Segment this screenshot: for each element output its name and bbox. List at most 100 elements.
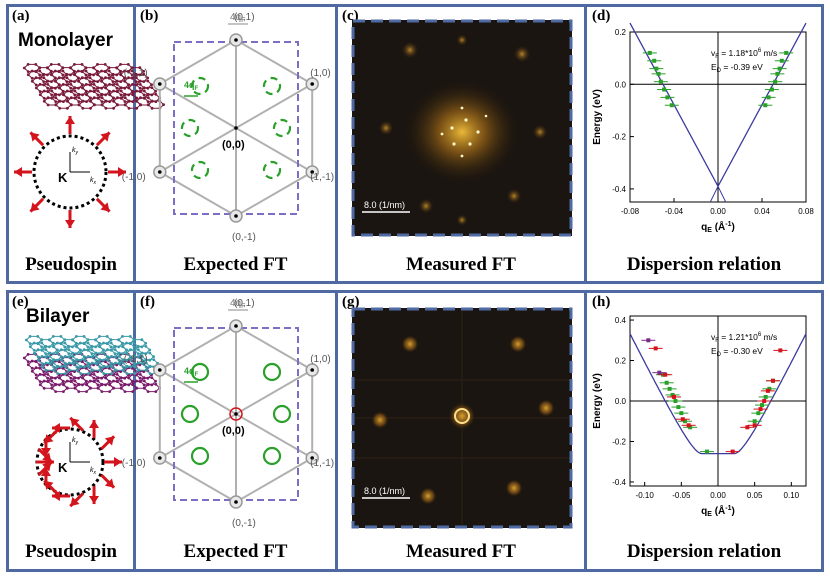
lattice-atom	[58, 86, 61, 90]
center-label: (0,0)	[222, 425, 245, 437]
lattice-atom	[34, 83, 38, 87]
lattice-atom	[73, 379, 77, 383]
lattice-atom	[119, 89, 123, 93]
data-point-red	[672, 394, 676, 399]
data-point-red	[686, 423, 691, 428]
lattice-atom	[73, 86, 77, 89]
pseudospin-arrow-head	[100, 132, 110, 142]
lattice-atom	[84, 73, 88, 77]
pseudospin-arrow-bi-head	[104, 478, 115, 488]
caption-g: Measured FT	[406, 541, 516, 562]
lattice-atom	[49, 63, 53, 66]
lattice-atom	[85, 390, 88, 393]
lattice-atom	[125, 351, 129, 355]
lattice-atom	[146, 100, 150, 103]
lattice-atom	[123, 69, 126, 73]
scattering-ring	[190, 446, 210, 466]
annotation-vf-sub: F	[715, 54, 719, 60]
lattice-atom	[63, 355, 67, 358]
lattice-atom	[115, 79, 119, 83]
lattice-atom	[75, 342, 78, 345]
lattice-atom	[107, 73, 111, 77]
lattice-atom	[78, 341, 82, 345]
lattice-atom	[98, 361, 102, 365]
lattice-atom	[133, 362, 136, 365]
x-tick-label: 0.08	[798, 207, 814, 216]
lattice-atom	[54, 100, 58, 103]
lattice-atom	[96, 70, 99, 73]
x-tick-label: 0.04	[754, 207, 770, 216]
data-point-green	[662, 87, 667, 92]
lattice-atom	[75, 368, 79, 372]
lattice-atom	[110, 355, 113, 358]
annotation-ed-sub: D	[717, 352, 722, 358]
lattice-atom	[125, 364, 129, 368]
lattice-atom	[73, 73, 76, 77]
lattice-atom	[127, 106, 131, 110]
lattice-atom	[85, 90, 88, 93]
dispersion-tail	[717, 186, 727, 203]
lattice-atom	[113, 352, 117, 355]
lattice-atom	[42, 96, 46, 100]
scattering-ring	[180, 404, 200, 424]
lattice-atom	[108, 93, 111, 97]
lattice-atom	[94, 338, 97, 342]
pseudospin-arrow-bi-head	[41, 448, 51, 456]
lattice-atom	[64, 365, 67, 369]
data-point-green	[676, 405, 681, 410]
lattice-atom	[135, 379, 138, 383]
lattice-atom	[142, 376, 146, 379]
data-point-green	[647, 50, 652, 55]
lattice-atom	[64, 372, 67, 375]
data-point-red	[653, 346, 658, 351]
lattice-atom	[127, 83, 130, 87]
lattice-atom	[127, 86, 131, 90]
lattice-atom	[131, 380, 134, 383]
lattice-atom	[148, 351, 152, 355]
y-tick-label: 0.4	[615, 316, 627, 325]
lattice-atom	[87, 362, 90, 365]
kx-label: kx	[90, 177, 97, 186]
lattice-atom	[148, 372, 152, 375]
lattice-atom	[94, 355, 98, 358]
annotation-ed-val: = -0.39 eV	[721, 62, 763, 72]
ky-label: ky	[72, 147, 79, 156]
lattice-atom	[133, 355, 136, 358]
lattice-atom	[30, 69, 34, 73]
lattice-atom	[96, 383, 100, 387]
lattice-atom	[96, 63, 99, 66]
lattice-atom	[38, 69, 42, 73]
lattice-atom	[80, 76, 84, 80]
lattice-atom	[26, 363, 30, 367]
center-label: (0,0)	[222, 139, 245, 151]
lattice-atom	[69, 83, 73, 86]
lattice-atom	[51, 335, 55, 338]
lattice-atom	[88, 72, 92, 76]
annotation-ed-sub: D	[717, 68, 722, 74]
lattice-atom	[121, 345, 125, 349]
lattice-atom	[98, 368, 102, 372]
lattice-point-label: (0,1)	[234, 12, 255, 23]
lattice-atom	[65, 80, 69, 83]
lattice-atom	[48, 351, 52, 355]
lattice-atom	[32, 348, 36, 352]
lattice-atom	[62, 93, 65, 97]
lattice-atom	[61, 69, 65, 73]
lattice-atom	[123, 390, 127, 393]
lattice-atom	[89, 96, 92, 100]
lattice-atom	[44, 344, 48, 348]
x-axis-label-sub: E	[707, 511, 712, 518]
x-tick-label: 0.00	[710, 207, 726, 216]
data-point-red	[680, 417, 685, 422]
spacing-label-green-sub: F	[195, 86, 199, 92]
lattice-atom	[146, 390, 150, 393]
lattice-atom	[59, 335, 63, 338]
lattice-atom	[67, 368, 71, 372]
lattice-atom	[138, 66, 142, 69]
lattice-atom	[108, 390, 111, 393]
lattice-atom	[67, 361, 71, 365]
lattice-atom	[91, 368, 94, 372]
lattice-atom	[77, 96, 81, 100]
lattice-atom	[152, 355, 156, 358]
lattice-atom	[102, 364, 106, 368]
